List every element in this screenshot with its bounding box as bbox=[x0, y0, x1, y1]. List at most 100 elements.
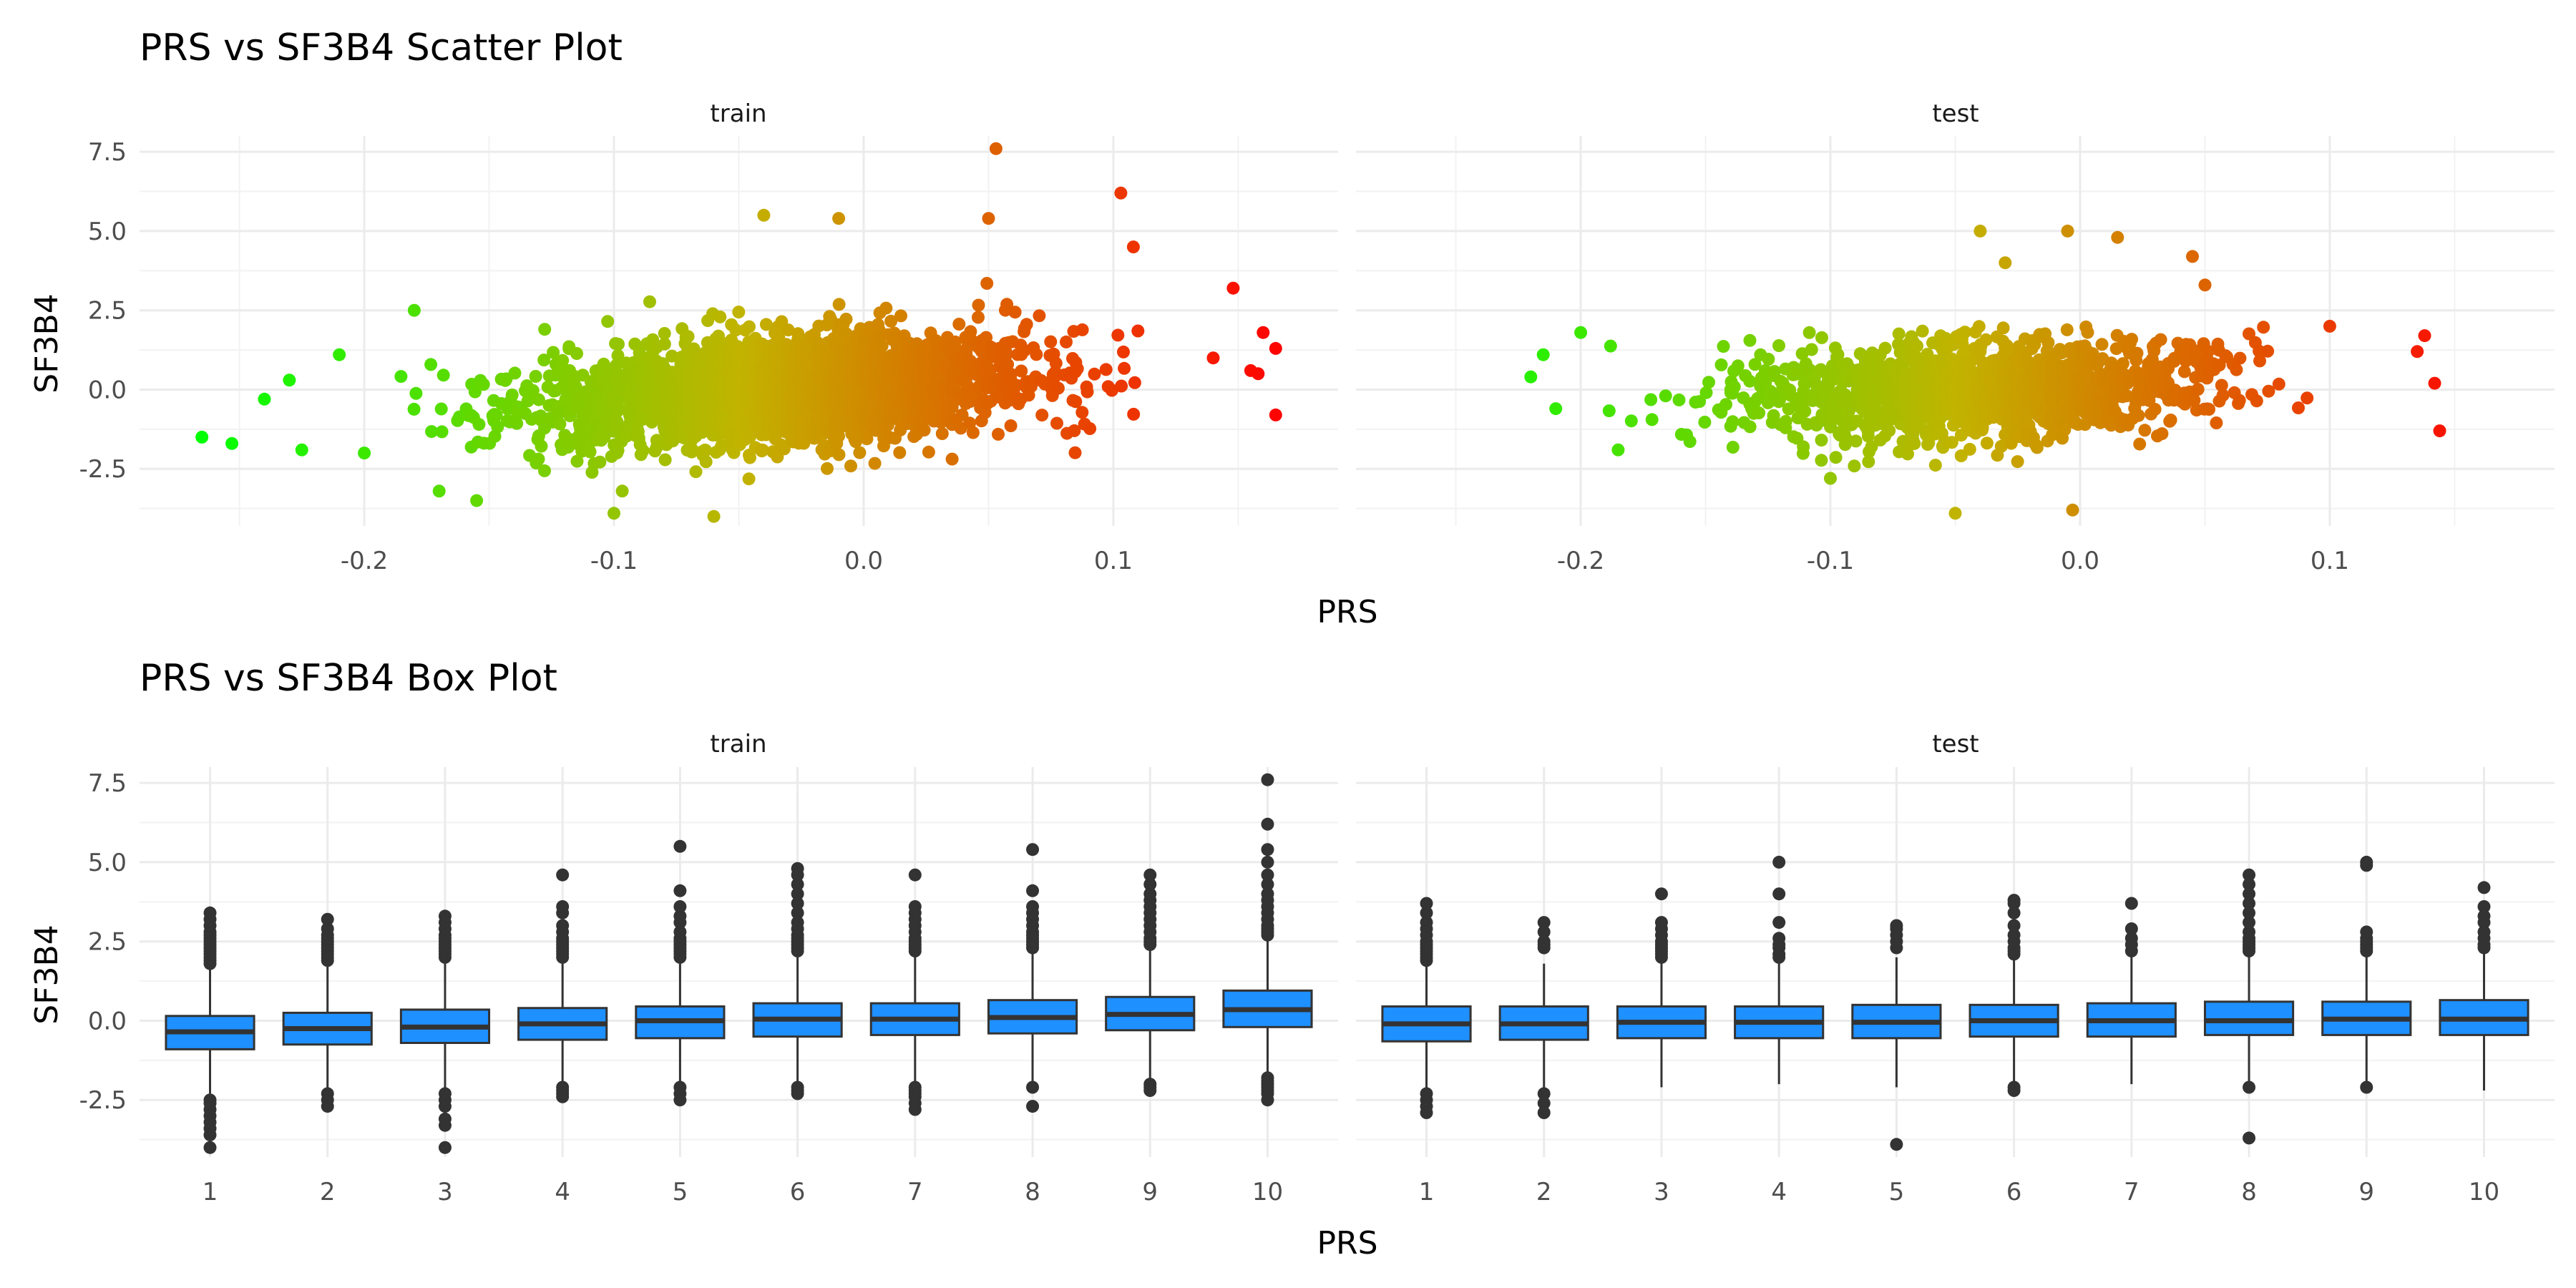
scatter-point bbox=[570, 454, 584, 468]
scatter-point bbox=[1004, 419, 1018, 432]
scatter-point bbox=[832, 212, 846, 225]
box-outlier bbox=[2007, 919, 2021, 932]
scatter-point bbox=[1892, 327, 1906, 341]
scatter-point bbox=[538, 323, 552, 336]
scatter-point bbox=[425, 425, 439, 439]
box-y-axis-label: SF3B4 bbox=[29, 924, 65, 1024]
scatter-point bbox=[1644, 393, 1658, 406]
scatter-point bbox=[1911, 339, 1923, 353]
box-outlier bbox=[556, 919, 570, 932]
x-tick-label: 7 bbox=[2124, 1178, 2140, 1206]
scatter-point bbox=[1604, 339, 1617, 353]
box-outlier bbox=[2360, 855, 2373, 869]
scatter-point bbox=[658, 453, 672, 467]
box-outlier bbox=[438, 1118, 452, 1132]
scatter-point bbox=[1849, 434, 1863, 448]
scatter-point bbox=[1083, 422, 1097, 435]
scatter-point bbox=[1672, 393, 1686, 406]
scatter-point bbox=[1536, 348, 1550, 361]
y-tick-label: 5.0 bbox=[88, 218, 127, 246]
x-tick-label: 0.0 bbox=[844, 547, 883, 575]
scatter-point bbox=[1206, 351, 1220, 365]
scatter-point bbox=[756, 444, 769, 457]
scatter-point bbox=[570, 347, 583, 360]
scatter-point bbox=[2418, 329, 2431, 343]
box-outlier bbox=[1537, 1106, 1551, 1119]
scatter-point bbox=[1069, 395, 1083, 409]
scatter-plot-title: PRS vs SF3B4 Scatter Plot bbox=[140, 26, 623, 69]
scatter-point bbox=[853, 446, 867, 459]
scatter-point bbox=[1035, 409, 1049, 422]
scatter-point bbox=[532, 393, 545, 406]
scatter-point bbox=[2011, 455, 2024, 469]
scatter-point bbox=[2198, 278, 2212, 292]
scatter-point bbox=[295, 443, 308, 457]
scatter-point bbox=[935, 427, 949, 440]
scatter-point bbox=[510, 416, 524, 430]
scatter-point bbox=[713, 310, 727, 323]
scatter-point bbox=[358, 447, 371, 460]
scatter-point bbox=[1815, 331, 1828, 344]
box-outlier bbox=[1772, 887, 1786, 901]
x-tick-label: 5 bbox=[1889, 1178, 1905, 1206]
scatter-point bbox=[2130, 346, 2144, 360]
scatter-point bbox=[195, 430, 209, 444]
scatter-point bbox=[424, 358, 438, 371]
scatter-point bbox=[1051, 381, 1065, 395]
y-tick-label: 0.0 bbox=[88, 1007, 127, 1035]
scatter-point bbox=[839, 313, 853, 326]
scatter-point bbox=[922, 445, 935, 459]
box-plot-title: PRS vs SF3B4 Box Plot bbox=[140, 657, 557, 700]
scatter-point bbox=[1848, 459, 1861, 473]
scatter-point bbox=[1099, 363, 1113, 376]
scatter-point bbox=[2191, 383, 2205, 396]
box-strip-test: test bbox=[1932, 730, 1979, 758]
scatter-point bbox=[757, 208, 771, 222]
box-outlier bbox=[2243, 868, 2256, 882]
scatter-strip-test: test bbox=[1932, 99, 1979, 128]
scatter-point bbox=[2230, 363, 2243, 376]
x-tick-label: 8 bbox=[2241, 1178, 2257, 1206]
scatter-point bbox=[2125, 333, 2139, 346]
scatter-point bbox=[2133, 437, 2147, 451]
scatter-point bbox=[1114, 186, 1128, 200]
scatter-point bbox=[1574, 326, 1588, 339]
scatter-point bbox=[729, 323, 743, 337]
scatter-point bbox=[611, 348, 625, 362]
scatter-point bbox=[2095, 338, 2109, 351]
scatter-point bbox=[1726, 415, 1740, 429]
scatter-point bbox=[409, 386, 423, 400]
x-tick-label: 6 bbox=[790, 1178, 806, 1206]
scatter-y-axis-label: SF3B4 bbox=[29, 293, 65, 393]
scatter-point bbox=[472, 418, 486, 431]
scatter-point bbox=[1252, 367, 1265, 381]
scatter-point bbox=[537, 353, 551, 367]
scatter-point bbox=[2155, 427, 2169, 441]
scatter-point bbox=[532, 452, 545, 466]
scatter-point bbox=[1044, 335, 1058, 348]
box-outlier bbox=[1537, 916, 1551, 930]
scatter-point bbox=[759, 318, 773, 331]
box-outlier bbox=[1026, 900, 1040, 913]
scatter-point bbox=[2411, 345, 2424, 358]
scatter-point bbox=[333, 348, 346, 361]
scatter-point bbox=[636, 444, 650, 457]
box-outlier bbox=[791, 1087, 804, 1101]
x-tick-label: -0.2 bbox=[341, 547, 388, 575]
scatter-point bbox=[1030, 348, 1043, 361]
y-tick-label: 7.5 bbox=[88, 769, 127, 798]
x-tick-label: 10 bbox=[2469, 1178, 2499, 1206]
scatter-point bbox=[1974, 224, 1987, 238]
scatter-point bbox=[470, 494, 484, 507]
x-tick-label: 9 bbox=[2358, 1178, 2374, 1206]
x-tick-label: -0.1 bbox=[1807, 547, 1854, 575]
scatter-point bbox=[2164, 414, 2177, 426]
scatter-point bbox=[435, 425, 449, 439]
box-outlier bbox=[203, 1128, 217, 1141]
scatter-point bbox=[434, 402, 448, 416]
scatter-x-axis-label: PRS bbox=[1317, 594, 1377, 630]
scatter-point bbox=[432, 484, 446, 498]
scatter-point bbox=[743, 451, 756, 464]
scatter-point bbox=[658, 327, 671, 340]
scatter-point bbox=[1805, 343, 1818, 356]
